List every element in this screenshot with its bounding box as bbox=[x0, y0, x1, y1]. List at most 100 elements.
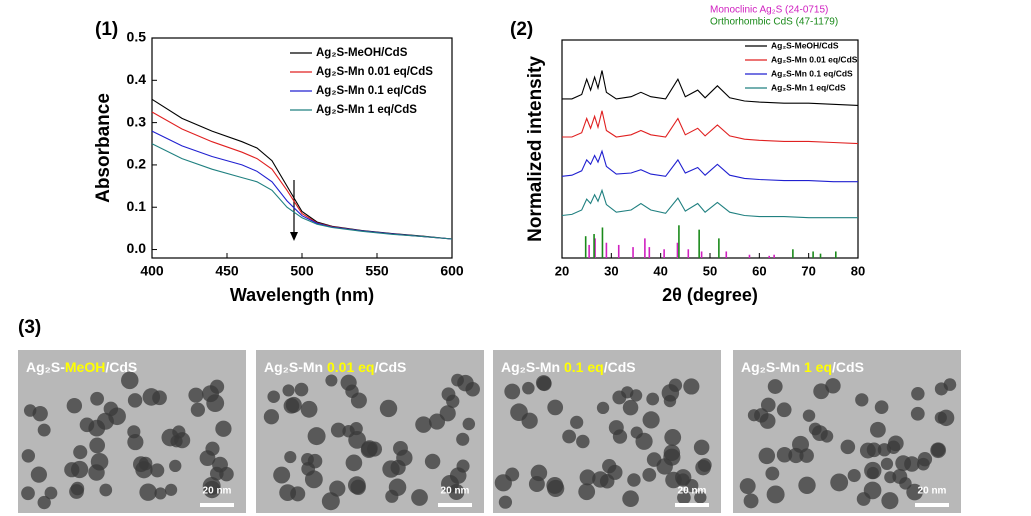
nanoparticle bbox=[446, 394, 460, 408]
nanoparticle bbox=[792, 435, 810, 453]
tem-caption: Ag₂S-Mn 0.01 eq/CdS bbox=[264, 359, 406, 375]
series-line bbox=[151, 143, 453, 240]
x-tick-label: 500 bbox=[290, 263, 314, 279]
x-tick-label: 40 bbox=[653, 263, 667, 278]
nanoparticle bbox=[825, 378, 841, 394]
reference-legend: Orthorhombic CdS (47-1179) bbox=[710, 17, 838, 28]
y-tick-label: 0.0 bbox=[127, 240, 147, 256]
x-axis-label: Wavelength (nm) bbox=[230, 285, 374, 305]
nanoparticle bbox=[300, 400, 318, 418]
nanoparticle bbox=[89, 437, 106, 454]
nanoparticle bbox=[677, 490, 691, 505]
nanoparticle bbox=[70, 481, 85, 496]
nanoparticle bbox=[37, 495, 51, 510]
nanoparticle bbox=[870, 421, 886, 438]
nanoparticle bbox=[612, 390, 627, 405]
nanoparticle bbox=[592, 471, 609, 488]
scale-label: 20 nm bbox=[441, 486, 470, 497]
legend-label: Ag₂S-Mn 0.1 eq/CdS bbox=[316, 85, 427, 97]
nanoparticle bbox=[88, 419, 106, 437]
tem-caption: Ag₂S-MeOH/CdS bbox=[26, 359, 137, 375]
nanoparticle bbox=[880, 457, 894, 470]
nanoparticle bbox=[21, 449, 36, 463]
nanoparticle bbox=[66, 398, 83, 414]
tem-image bbox=[733, 350, 961, 513]
nanoparticle bbox=[267, 390, 280, 403]
nanoparticle bbox=[622, 490, 639, 508]
nanoparticle bbox=[663, 394, 677, 408]
nanoparticle bbox=[190, 402, 206, 417]
series-line bbox=[562, 70, 859, 106]
nanoparticle bbox=[840, 439, 856, 455]
nanoparticle bbox=[205, 441, 220, 456]
series-line bbox=[151, 130, 453, 240]
nanoparticle bbox=[279, 484, 297, 502]
nanoparticle bbox=[522, 381, 535, 395]
nanoparticle bbox=[760, 397, 776, 413]
nanoparticle bbox=[547, 479, 565, 498]
nanoparticle bbox=[776, 402, 792, 418]
nanoparticle bbox=[23, 404, 37, 417]
legend-label: Ag₂S-Mn 0.01 eq/CdS bbox=[316, 66, 433, 78]
nanoparticle bbox=[528, 476, 545, 492]
y-axis-label: Absorbance bbox=[93, 93, 114, 203]
nanoparticle bbox=[910, 406, 925, 421]
x-tick-label: 450 bbox=[215, 263, 239, 279]
caption-part: Ag₂S-Mn bbox=[501, 359, 564, 375]
x-tick-label: 30 bbox=[604, 263, 618, 278]
nanoparticle bbox=[937, 409, 955, 427]
nanoparticle bbox=[607, 464, 623, 480]
nanoparticle bbox=[881, 492, 899, 510]
nanoparticle bbox=[99, 483, 113, 497]
nanoparticle bbox=[694, 491, 707, 504]
caption-part: 0.1 eq bbox=[564, 359, 604, 375]
x-tick-label: 50 bbox=[703, 263, 717, 278]
nanoparticle bbox=[758, 447, 776, 465]
tem-image bbox=[18, 350, 246, 513]
nanoparticle bbox=[206, 394, 225, 413]
scale-bar bbox=[915, 503, 949, 507]
nanoparticle bbox=[172, 425, 186, 439]
legend-label: Ag₂S-Mn 1 eq/CdS bbox=[771, 82, 846, 92]
scale-bar bbox=[675, 503, 709, 507]
nanoparticle bbox=[219, 466, 234, 482]
nanoparticle bbox=[385, 489, 399, 503]
panel-label: (1) bbox=[95, 19, 118, 40]
nanoparticle bbox=[754, 408, 769, 423]
nanoparticle bbox=[321, 492, 340, 511]
nanoparticle bbox=[578, 483, 596, 501]
nanoparticle bbox=[465, 382, 480, 397]
nanoparticle bbox=[164, 483, 178, 496]
nanoparticle bbox=[916, 457, 930, 471]
nanoparticle bbox=[325, 374, 338, 387]
x-axis-label: 2θ (degree) bbox=[662, 285, 758, 305]
caption-part: /CdS bbox=[832, 359, 864, 375]
legend-label: Ag₂S-Mn 1 eq/CdS bbox=[316, 104, 417, 116]
series-line bbox=[562, 110, 859, 145]
nanoparticle bbox=[504, 383, 521, 400]
nanoparticle bbox=[663, 448, 681, 466]
nanoparticle bbox=[906, 483, 923, 501]
nanoparticle bbox=[415, 416, 432, 433]
nanoparticle bbox=[570, 415, 584, 429]
nanoparticle bbox=[693, 439, 710, 456]
nanoparticle bbox=[642, 411, 660, 429]
nanoparticle bbox=[863, 481, 882, 500]
panel-label: (3) bbox=[18, 317, 41, 338]
nanoparticle bbox=[451, 373, 464, 387]
nanoparticle bbox=[44, 486, 58, 500]
nanoparticle bbox=[127, 434, 144, 451]
nanoparticle bbox=[562, 429, 577, 444]
nanoparticle bbox=[215, 420, 232, 437]
nanoparticle bbox=[498, 495, 513, 509]
caption-part: Ag₂S-Mn bbox=[741, 359, 804, 375]
nanoparticle bbox=[428, 413, 446, 430]
tem-image bbox=[256, 350, 484, 513]
nanoparticle bbox=[811, 425, 828, 442]
nanoparticle bbox=[847, 468, 861, 483]
nanoparticle bbox=[535, 375, 552, 391]
scale-bar bbox=[438, 503, 472, 507]
nanoparticle bbox=[874, 400, 889, 415]
x-tick-label: 60 bbox=[752, 263, 766, 278]
nanoparticle bbox=[911, 387, 925, 401]
